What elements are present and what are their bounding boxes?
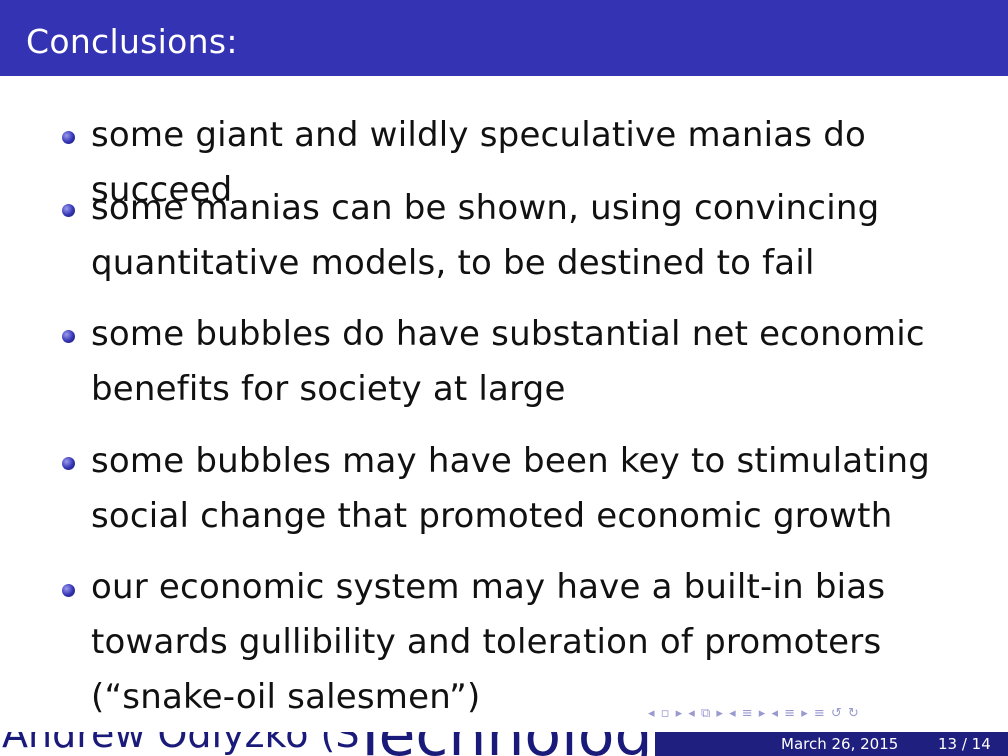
bullet-item: our economic system may have a built-in … xyxy=(91,567,886,717)
nav-section-icon[interactable]: ≡ xyxy=(784,706,796,721)
title-bar: Conclusions: xyxy=(0,0,1008,76)
nav-next-slide-icon[interactable]: ▸ xyxy=(716,706,723,721)
footer-title: Technology xyxy=(352,732,655,756)
footer-author: Andrew Odlyzko (S xyxy=(2,732,360,756)
footer-page-number: 13 / 14 xyxy=(938,735,991,753)
bullet-dot-icon xyxy=(62,330,75,343)
bullet-dot-icon xyxy=(62,204,75,217)
nav-next-subsection-icon[interactable]: ▸ xyxy=(758,706,766,721)
bullet-item: some manias can be shown, using convinci… xyxy=(91,188,880,283)
nav-next-frame-icon[interactable]: ▸ xyxy=(675,706,683,721)
bullet-dot-icon xyxy=(62,584,75,597)
nav-slide-icon[interactable]: ⧉ xyxy=(700,706,711,721)
bullet-item: some bubbles do have substantial net eco… xyxy=(91,314,925,409)
nav-frame-icon[interactable]: ▫ xyxy=(660,706,670,721)
nav-forward-icon[interactable]: ↻ xyxy=(847,706,859,721)
nav-toc-icon[interactable]: ≡ xyxy=(813,706,825,721)
nav-prev-section-icon[interactable]: ◂ xyxy=(771,706,778,721)
footer-date: March 26, 2015 xyxy=(781,735,899,753)
nav-prev-frame-icon[interactable]: ◂ xyxy=(648,706,655,721)
footer: Andrew Odlyzko (S Technology March 26, 2… xyxy=(0,732,1008,756)
bullet-item: some bubbles may have been key to stimul… xyxy=(91,441,931,536)
navigation-controls: ◂ ▫ ▸ ◂ ⧉ ▸ ◂ ≡ ▸ ◂ ≡ ▸ ≡ ↺ ↻ xyxy=(648,706,861,726)
nav-subsection-icon[interactable]: ≡ xyxy=(741,706,753,721)
footer-right: March 26, 2015 13 / 14 xyxy=(655,732,1008,756)
nav-next-section-icon[interactable]: ▸ xyxy=(801,706,808,721)
bullet-dot-icon xyxy=(62,457,75,470)
nav-prev-slide-icon[interactable]: ◂ xyxy=(688,706,695,721)
nav-back-icon[interactable]: ↺ xyxy=(830,706,842,721)
footer-left: Andrew Odlyzko (S Technology xyxy=(0,732,655,756)
bullet-item: some giant and wildly speculative manias… xyxy=(91,115,866,210)
slide-title: Conclusions: xyxy=(26,22,238,61)
nav-prev-subsection-icon[interactable]: ◂ xyxy=(729,706,736,721)
bullet-dot-icon xyxy=(62,131,75,144)
